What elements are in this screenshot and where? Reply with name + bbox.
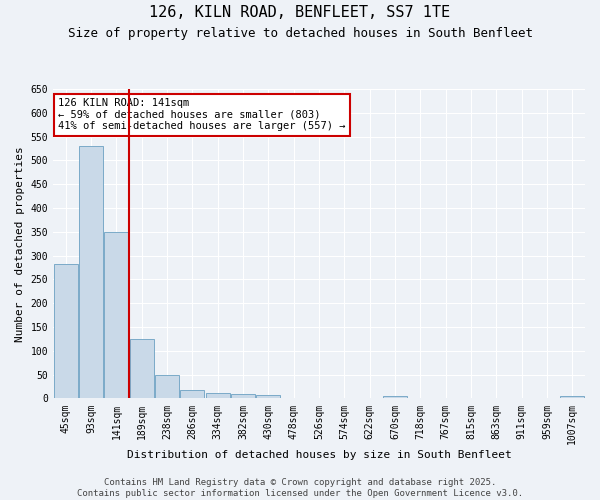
- Bar: [79, 146, 103, 399]
- Bar: [155, 374, 179, 398]
- Bar: [231, 394, 255, 398]
- Text: Size of property relative to detached houses in South Benfleet: Size of property relative to detached ho…: [67, 28, 533, 40]
- Text: Contains HM Land Registry data © Crown copyright and database right 2025.
Contai: Contains HM Land Registry data © Crown c…: [77, 478, 523, 498]
- Bar: [53, 264, 78, 398]
- Bar: [560, 396, 584, 398]
- Bar: [206, 392, 230, 398]
- Bar: [130, 339, 154, 398]
- Text: 126 KILN ROAD: 141sqm
← 59% of detached houses are smaller (803)
41% of semi-det: 126 KILN ROAD: 141sqm ← 59% of detached …: [58, 98, 346, 132]
- X-axis label: Distribution of detached houses by size in South Benfleet: Distribution of detached houses by size …: [127, 450, 511, 460]
- Bar: [256, 395, 280, 398]
- Text: 126, KILN ROAD, BENFLEET, SS7 1TE: 126, KILN ROAD, BENFLEET, SS7 1TE: [149, 5, 451, 20]
- Bar: [181, 390, 205, 398]
- Bar: [104, 232, 128, 398]
- Y-axis label: Number of detached properties: Number of detached properties: [15, 146, 25, 342]
- Bar: [383, 396, 407, 398]
